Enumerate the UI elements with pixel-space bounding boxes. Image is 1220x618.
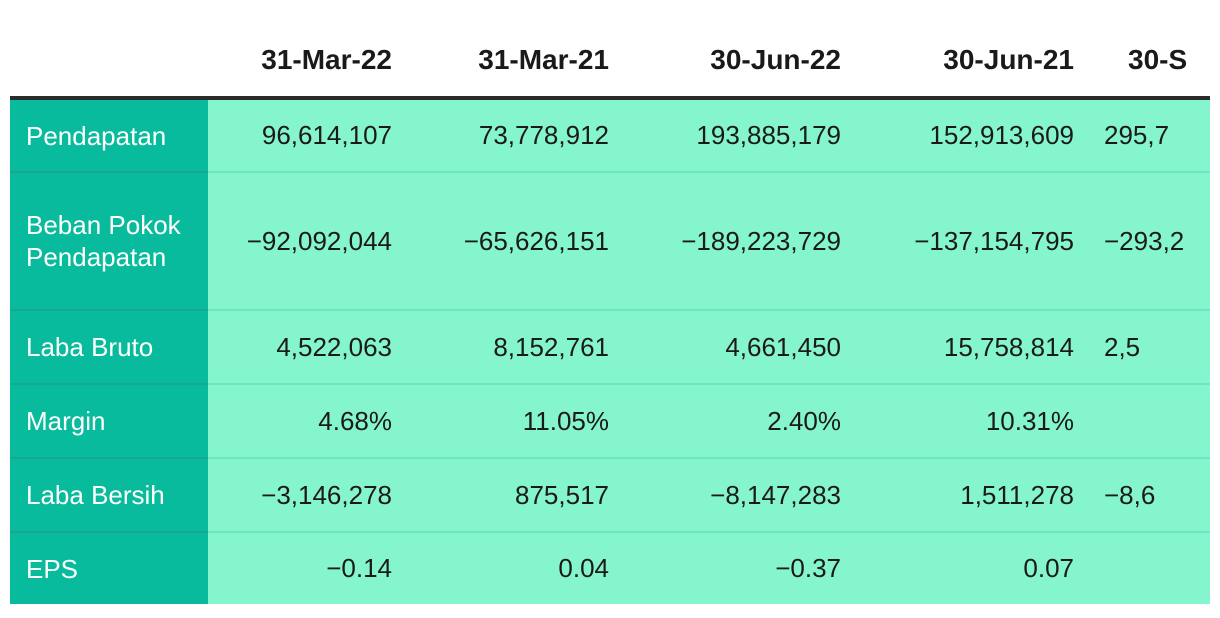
table-cell: −137,154,795 bbox=[841, 172, 1074, 311]
table-cell: −8,147,283 bbox=[609, 458, 841, 533]
column-header: 31-Mar-22 bbox=[208, 24, 392, 100]
table-cell: 11.05% bbox=[392, 384, 609, 459]
table-cell: 152,913,609 bbox=[841, 98, 1074, 173]
table-cell: 1,511,278 bbox=[841, 458, 1074, 533]
table-cell: 295,7 bbox=[1074, 98, 1210, 173]
table-cell: −0.37 bbox=[609, 532, 841, 604]
table-cell: 10.31% bbox=[841, 384, 1074, 459]
table-row: Margin 4.68% 11.05% 2.40% 10.31% bbox=[10, 384, 1210, 459]
table-cell: 4.68% bbox=[208, 384, 392, 459]
table-cell: 4,661,450 bbox=[609, 310, 841, 385]
table-cell: 8,152,761 bbox=[392, 310, 609, 385]
row-label: Pendapatan bbox=[10, 98, 208, 173]
table-cell: −189,223,729 bbox=[609, 172, 841, 311]
table-row: Laba Bersih −3,146,278 875,517 −8,147,28… bbox=[10, 458, 1210, 533]
row-label: Margin bbox=[10, 384, 208, 459]
column-header: 30-S bbox=[1074, 24, 1210, 100]
table-cell bbox=[1074, 532, 1210, 604]
row-label: Laba Bruto bbox=[10, 310, 208, 385]
table-cell: −293,2 bbox=[1074, 172, 1210, 311]
financial-summary-table: 31-Mar-22 31-Mar-21 30-Jun-22 30-Jun-21 … bbox=[10, 24, 1210, 604]
header-row: 31-Mar-22 31-Mar-21 30-Jun-22 30-Jun-21 … bbox=[10, 24, 1210, 100]
table-row: Laba Bruto 4,522,063 8,152,761 4,661,450… bbox=[10, 310, 1210, 385]
column-header: 30-Jun-22 bbox=[609, 24, 841, 100]
table-row: Pendapatan 96,614,107 73,778,912 193,885… bbox=[10, 98, 1210, 173]
row-label: Laba Bersih bbox=[10, 458, 208, 533]
table-row: Beban Pokok Pendapatan −92,092,044 −65,6… bbox=[10, 172, 1210, 311]
table-cell: 193,885,179 bbox=[609, 98, 841, 173]
table-row: EPS −0.14 0.04 −0.37 0.07 bbox=[10, 532, 1210, 604]
column-header: 30-Jun-21 bbox=[841, 24, 1074, 100]
financial-table-container: 31-Mar-22 31-Mar-21 30-Jun-22 30-Jun-21 … bbox=[10, 24, 1210, 608]
table-cell: 0.04 bbox=[392, 532, 609, 604]
column-header: 31-Mar-21 bbox=[392, 24, 609, 100]
table-cell: 15,758,814 bbox=[841, 310, 1074, 385]
table-cell: 2.40% bbox=[609, 384, 841, 459]
table-cell: 0.07 bbox=[841, 532, 1074, 604]
table-cell: 2,5 bbox=[1074, 310, 1210, 385]
table-cell: −0.14 bbox=[208, 532, 392, 604]
header-corner-cell bbox=[10, 24, 208, 100]
row-label: Beban Pokok Pendapatan bbox=[10, 172, 208, 311]
row-label: EPS bbox=[10, 532, 208, 604]
table-cell: −8,6 bbox=[1074, 458, 1210, 533]
table-cell: 4,522,063 bbox=[208, 310, 392, 385]
table-cell: 73,778,912 bbox=[392, 98, 609, 173]
table-cell: 875,517 bbox=[392, 458, 609, 533]
table-cell bbox=[1074, 384, 1210, 459]
table-cell: −65,626,151 bbox=[392, 172, 609, 311]
table-cell: −3,146,278 bbox=[208, 458, 392, 533]
table-cell: −92,092,044 bbox=[208, 172, 392, 311]
table-cell: 96,614,107 bbox=[208, 98, 392, 173]
